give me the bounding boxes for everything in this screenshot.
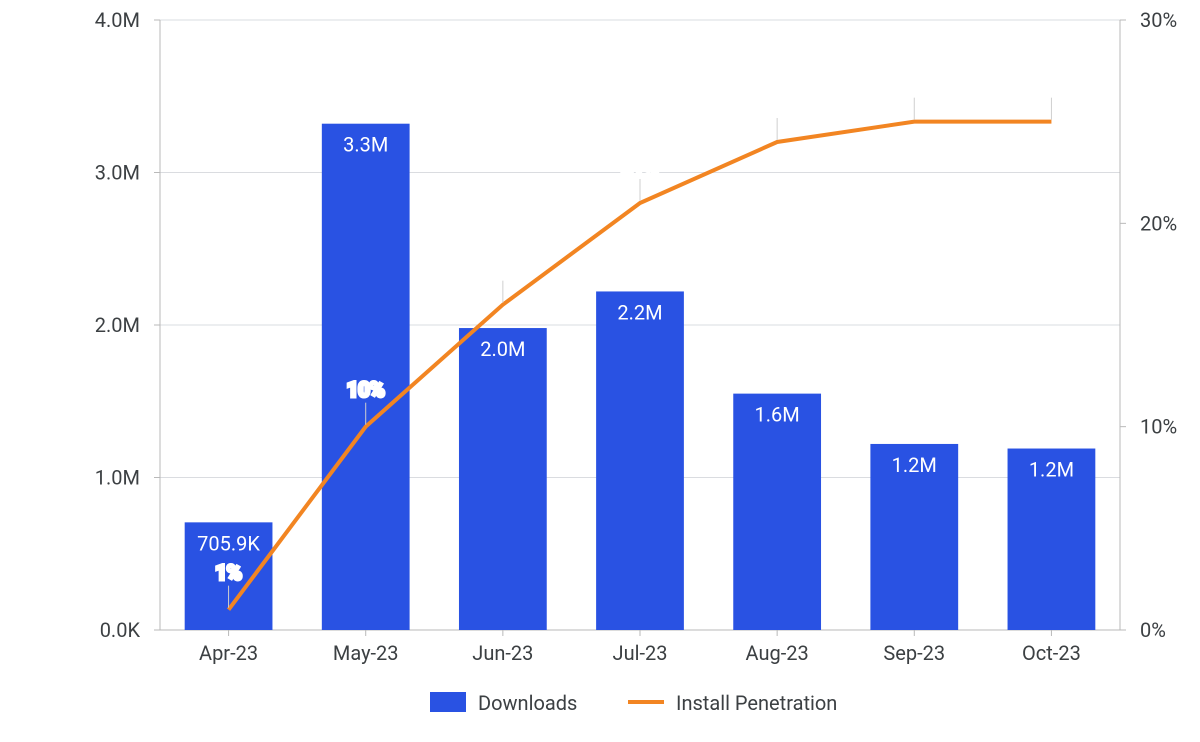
y-left-tick-label: 1.0M bbox=[95, 466, 140, 490]
x-tick-label: Aug-23 bbox=[746, 641, 809, 665]
y-left-tick-label: 0.0K bbox=[100, 618, 141, 642]
bar-value-label: 2.0M bbox=[480, 337, 525, 361]
bar-value-label: 3.3M bbox=[343, 133, 388, 157]
pct-label: 25% bbox=[1033, 73, 1070, 97]
x-tick-label: May-23 bbox=[333, 641, 399, 665]
bar-value-label: 1.2M bbox=[892, 453, 937, 477]
pct-label: 25% bbox=[896, 73, 933, 97]
bar-value-label: 705.9K bbox=[197, 531, 260, 555]
bar bbox=[459, 328, 547, 630]
legend-label-install: Install Penetration bbox=[676, 691, 837, 715]
y-right-tick-label: 0% bbox=[1140, 618, 1166, 642]
x-tick-label: Jul-23 bbox=[613, 641, 668, 665]
combo-chart: 0.0K 1.0M 2.0M 3.0M 4.0M 0% 10% 20% 30% 705.9K 3.3… bbox=[0, 0, 1200, 742]
x-tick-label: Sep-23 bbox=[883, 641, 945, 665]
chart-svg: 0.0K 1.0M 2.0M 3.0M 4.0M 0% 10% 20% 30% 705.9K 3.3… bbox=[0, 0, 1200, 742]
legend-label-downloads: Downloads bbox=[478, 691, 577, 715]
pct-label: 24% bbox=[758, 93, 795, 117]
bar bbox=[596, 291, 684, 630]
y-right-tick-label: 20% bbox=[1140, 211, 1177, 235]
y-left-tick-label: 4.0M bbox=[95, 8, 140, 32]
bar bbox=[733, 394, 821, 630]
y-left-tick-label: 3.0M bbox=[95, 161, 140, 185]
pct-label: 21% bbox=[621, 154, 658, 178]
y-left-tick-label: 2.0M bbox=[95, 313, 140, 337]
y-right-tick-label: 10% bbox=[1140, 415, 1177, 439]
pct-label: 16% bbox=[484, 256, 521, 280]
y-right-tick-label: 30% bbox=[1140, 8, 1177, 32]
bar-value-label: 2.2M bbox=[617, 300, 662, 324]
pct-label: 10% bbox=[347, 378, 384, 402]
legend-swatch-downloads bbox=[430, 692, 466, 712]
x-tick-label: Apr-23 bbox=[199, 641, 258, 665]
pct-label: 1% bbox=[216, 561, 242, 585]
x-tick-label: Jun-23 bbox=[472, 641, 533, 665]
bar-value-label: 1.6M bbox=[755, 403, 800, 427]
x-tick-label: Oct-23 bbox=[1022, 641, 1081, 665]
bar-value-label: 1.2M bbox=[1029, 458, 1074, 482]
